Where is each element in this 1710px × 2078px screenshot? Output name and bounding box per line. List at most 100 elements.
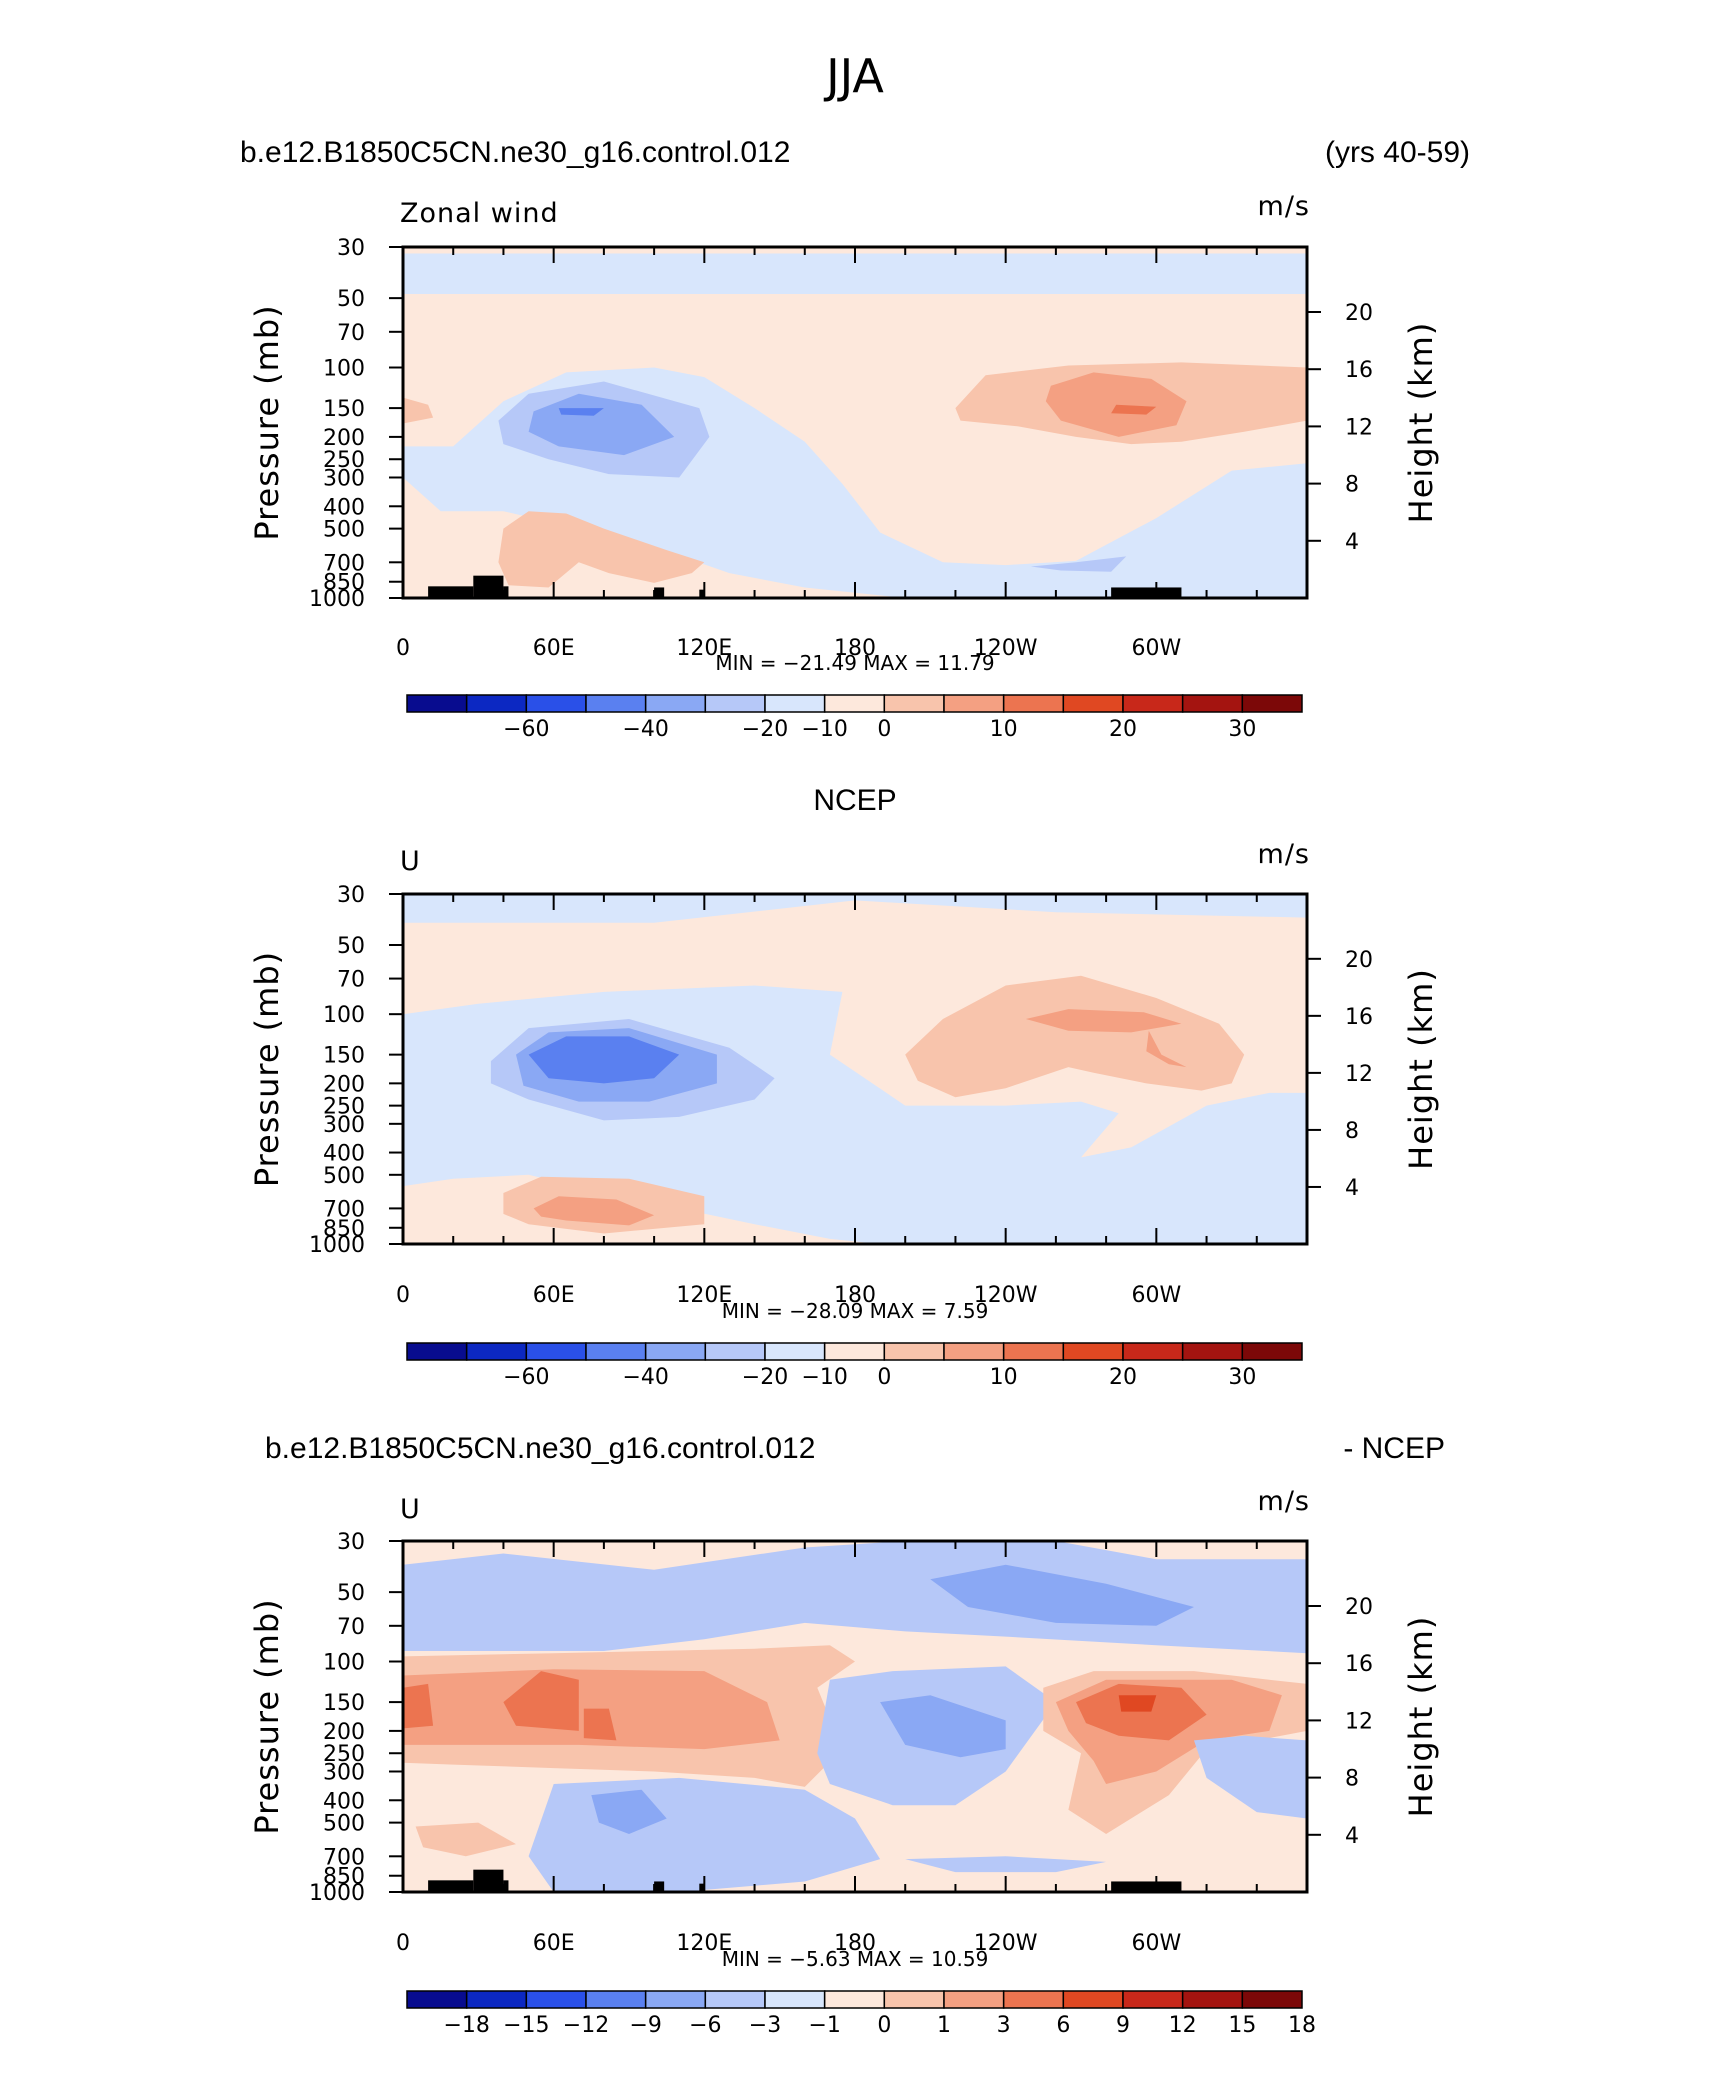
colorbar-cell: [1002, 694, 1065, 713]
contour-region: [1076, 1683, 1207, 1741]
colorbar-label: 0: [877, 2013, 891, 2038]
colorbar-cell: [525, 694, 587, 713]
colorbar-cell: [585, 1990, 647, 2009]
contour-region: [1025, 1009, 1182, 1033]
x-tick-label: 60E: [533, 1283, 575, 1308]
colorbar-cell: [883, 694, 945, 713]
contour-region: [415, 1822, 516, 1857]
colorbar-cell: [1002, 1990, 1065, 2009]
y-tick-label: 1000: [309, 587, 365, 612]
colorbar-cell: [943, 694, 1005, 713]
colorbar-cell: [525, 1342, 587, 1361]
contour-region: [403, 397, 434, 424]
y-tick-label: 30: [337, 1530, 365, 1555]
y-axis-label: Pressure (mb): [248, 304, 286, 540]
height-tick-label: 4: [1345, 1824, 1359, 1849]
units-label: m/s: [1258, 1486, 1310, 1517]
y-tick-label: 700: [323, 1197, 365, 1222]
y-tick-label: 850: [323, 571, 365, 596]
terrain-block: [503, 586, 509, 598]
contour-region: [533, 1196, 655, 1226]
colorbar-cell: [704, 1342, 766, 1361]
y-tick-label: 300: [323, 466, 365, 491]
colorbar-label: −10: [801, 1365, 847, 1390]
panel1-header-left: b.e12.B1850C5CN.ne30_g16.control.012: [240, 136, 790, 169]
contour-fills: [403, 1541, 1307, 1892]
panel-model: 0 60E 120E 180 120W 60W3050701001502002503004…: [248, 191, 1440, 742]
y2-axis-label: Height (km): [1402, 1616, 1440, 1818]
colorbar-label: 0: [877, 1365, 891, 1390]
colorbar-label: 1: [937, 2013, 951, 2038]
terrain-block: [473, 1869, 504, 1892]
colorbar-cell: [644, 1990, 707, 2009]
colorbar-cell: [1241, 1342, 1303, 1361]
colorbar-cell: [1062, 1342, 1124, 1361]
colorbar-cell: [644, 694, 707, 713]
y-tick-label: 850: [323, 1865, 365, 1890]
x-tick-label: 120W: [974, 636, 1038, 661]
y-tick-label: 150: [323, 1044, 365, 1069]
y-tick-label: 100: [323, 1651, 365, 1676]
colorbar-cell: [1002, 1342, 1065, 1361]
height-tick-label: 16: [1345, 1652, 1373, 1677]
min-max-stats: MIN = −28.09 MAX = 7.59: [722, 1299, 989, 1323]
variable-label: Zonal wind: [400, 198, 559, 229]
contour-region: [1194, 1735, 1307, 1819]
y-tick-label: 50: [337, 934, 365, 959]
units-label: m/s: [1258, 191, 1310, 222]
contour-region: [558, 408, 604, 416]
y-axis-label: Pressure (mb): [248, 951, 286, 1187]
y-tick-label: 70: [337, 321, 365, 346]
y-tick-label: 200: [323, 1720, 365, 1745]
colorbar-label: 20: [1109, 717, 1137, 742]
y-tick-label: 30: [337, 236, 365, 261]
contour-region: [1045, 372, 1187, 437]
colorbar-cell: [406, 1342, 468, 1361]
colorbar-label: −6: [689, 2013, 721, 2038]
y-tick-label: 200: [323, 426, 365, 451]
y-tick-label: 300: [323, 1760, 365, 1785]
height-tick-label: 8: [1345, 1767, 1359, 1792]
contour-region: [1030, 556, 1127, 572]
height-tick-label: 4: [1345, 1176, 1359, 1201]
y-tick-label: 500: [323, 518, 365, 543]
y-tick-label: 50: [337, 1581, 365, 1606]
colorbar-label: 12: [1169, 2013, 1197, 2038]
x-tick-label: 180: [834, 1283, 876, 1308]
x-tick-label: 60W: [1131, 1283, 1181, 1308]
y-tick-label: 250: [323, 1742, 365, 1767]
colorbar-cell: [1241, 694, 1303, 713]
colorbar-cell: [823, 1342, 886, 1361]
colorbar-cell: [1062, 1990, 1124, 2009]
panel3-header-right: - NCEP: [1343, 1432, 1445, 1465]
terrain-block: [503, 1880, 509, 1892]
y-axis-label: Pressure (mb): [248, 1598, 286, 1834]
y-tick-label: 100: [323, 1003, 365, 1028]
colorbar-cell: [644, 1342, 707, 1361]
colorbar-cell: [764, 694, 826, 713]
y-tick-label: 150: [323, 397, 365, 422]
colorbar-cell: [1122, 1990, 1184, 2009]
height-tick-label: 20: [1345, 301, 1373, 326]
min-max-stats: MIN = −5.63 MAX = 10.59: [722, 1947, 989, 1971]
height-tick-label: 4: [1345, 530, 1359, 555]
colorbar-cell: [1181, 694, 1244, 713]
colorbar-cell: [1241, 1990, 1303, 2009]
y-tick-label: 850: [323, 1217, 365, 1242]
x-tick-label: 60W: [1131, 1931, 1181, 1956]
colorbar-cell: [465, 694, 528, 713]
y-tick-label: 500: [323, 1812, 365, 1837]
y-tick-label: 200: [323, 1072, 365, 1097]
colorbar-cell: [1122, 1342, 1184, 1361]
colorbar-label: 3: [997, 2013, 1011, 2038]
height-tick-label: 12: [1345, 415, 1373, 440]
panel2-header-center: NCEP: [813, 784, 896, 817]
x-tick-label: 60E: [533, 1931, 575, 1956]
contour-region: [905, 1856, 1107, 1873]
contour-fills: [403, 253, 1307, 598]
height-tick-label: 12: [1345, 1062, 1373, 1087]
y-tick-label: 30: [337, 883, 365, 908]
height-tick-label: 8: [1345, 473, 1359, 498]
y-tick-label: 250: [323, 448, 365, 473]
